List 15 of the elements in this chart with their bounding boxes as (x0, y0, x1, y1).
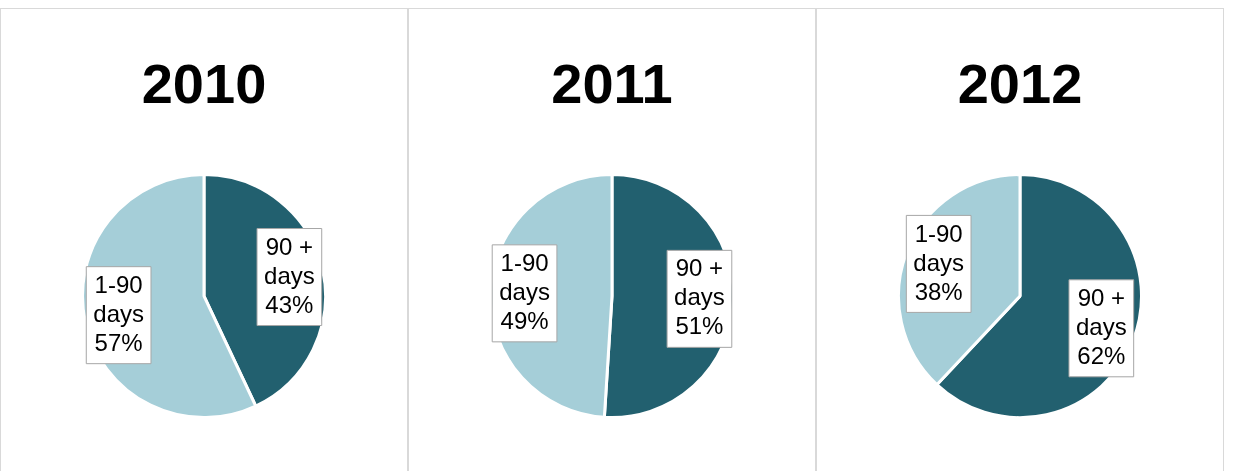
chart-title: 2011 (551, 52, 673, 116)
data-label: 43% (265, 290, 314, 318)
slice-label: 1-90 days (93, 270, 144, 327)
data-label: 49% (500, 306, 549, 334)
slice-label: 1-90 days (913, 219, 965, 276)
chart-title: 2012 (957, 52, 1083, 116)
slice-label: 90 + days (264, 232, 315, 289)
chart-title: 2010 (141, 52, 267, 116)
slice-label: 90 + days (674, 254, 725, 311)
data-label: 62% (1077, 341, 1126, 369)
slice-label: 90 + days (1075, 283, 1127, 340)
data-label: 57% (94, 328, 143, 356)
data-label: 38% (914, 277, 963, 305)
slice-label: 1-90 days (499, 248, 550, 305)
data-label: 51% (675, 312, 724, 340)
